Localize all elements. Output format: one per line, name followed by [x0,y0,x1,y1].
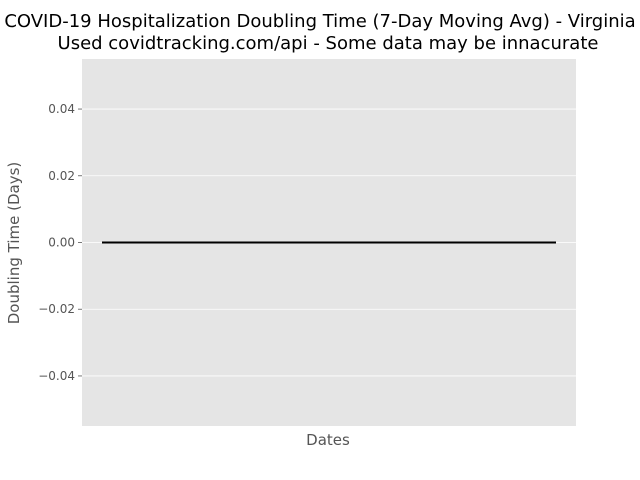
chart-title-line1: COVID-19 Hospitalization Doubling Time (… [4,11,635,32]
chart-title-line2: Used covidtracking.com/api - Some data m… [58,33,599,54]
y-tick-label: 0.02 [48,169,75,183]
y-tick-label: 0.00 [48,236,75,250]
x-axis-label: Dates [306,431,350,449]
y-axis-ticks: 0.04 0.02 0.00 −0.02 −0.04 [38,102,82,383]
y-axis-label: Doubling Time (Days) [5,162,23,325]
y-tick-label: −0.02 [38,302,75,316]
y-tick-label: −0.04 [38,369,75,383]
y-tick-label: 0.04 [48,102,75,116]
